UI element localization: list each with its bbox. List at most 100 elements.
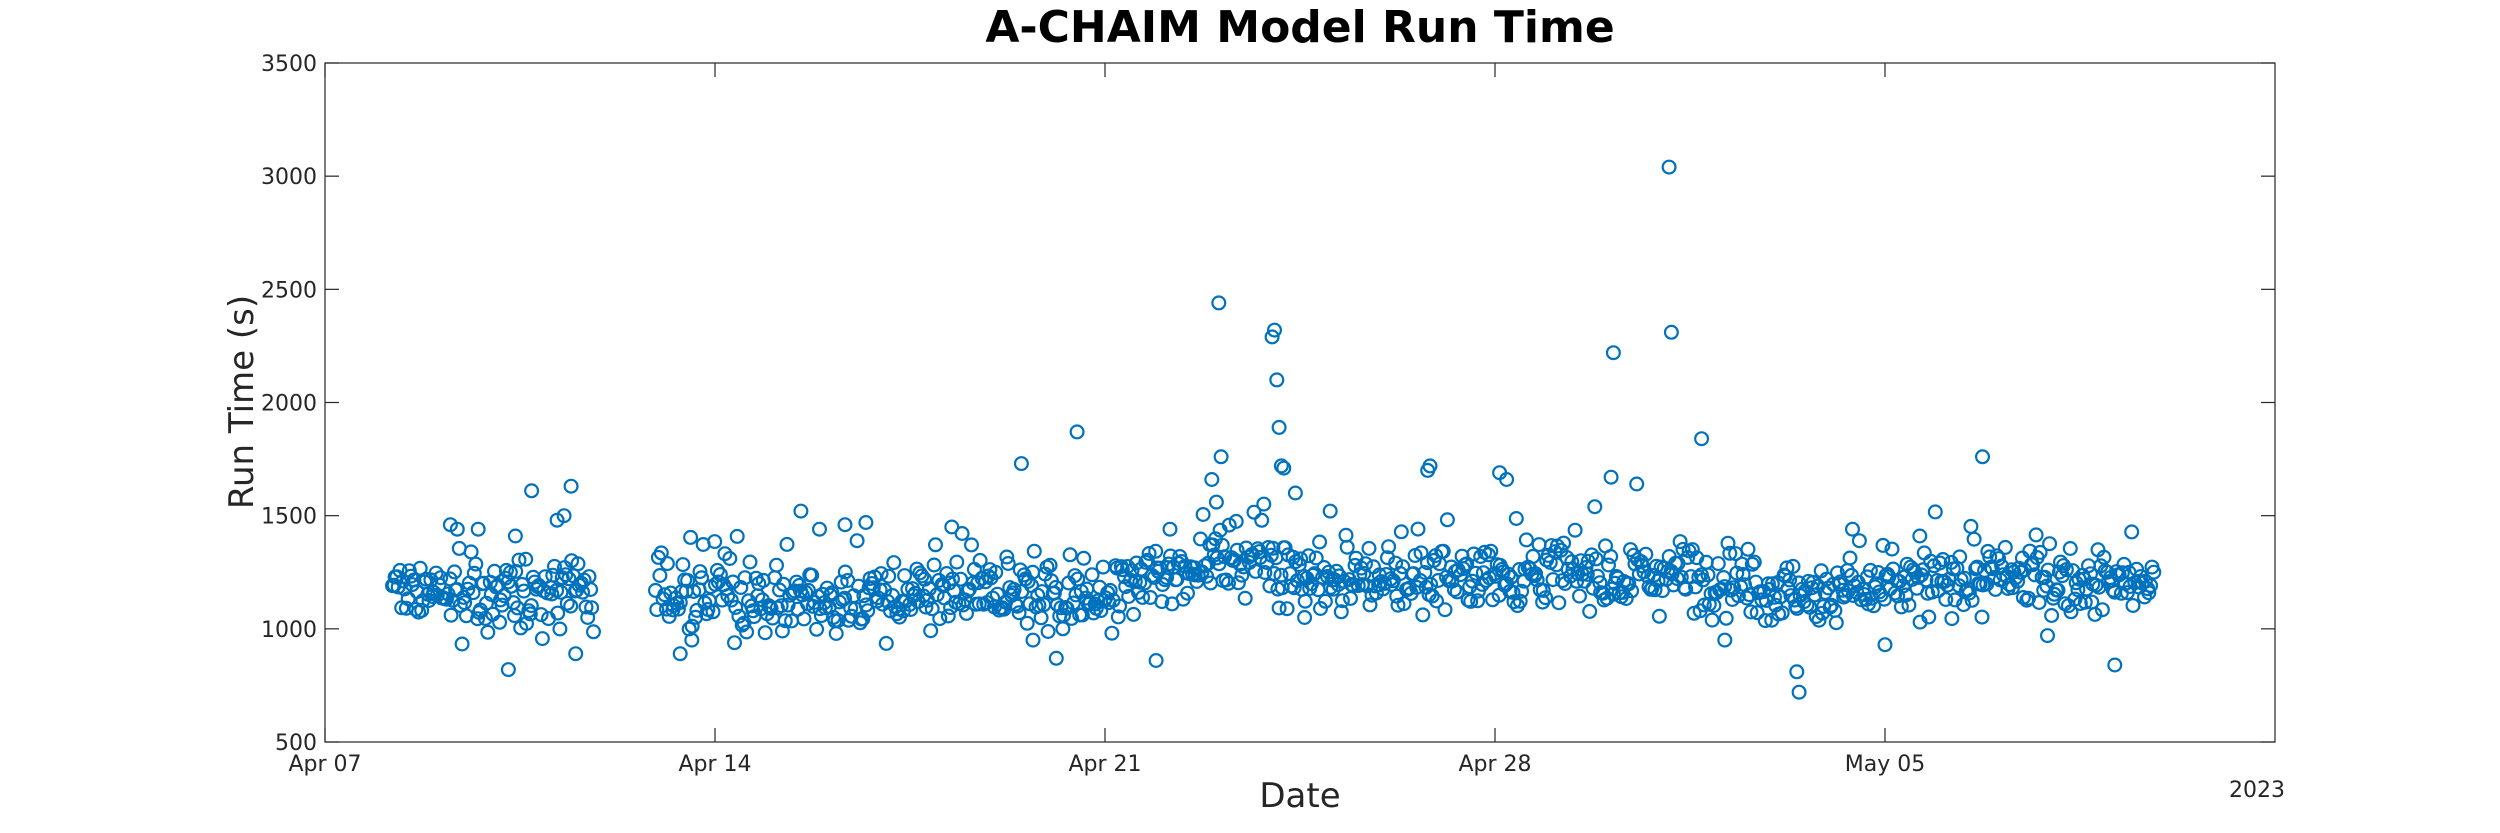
data-point [1339,539,1355,555]
data-point [1661,159,1677,175]
data-point [1148,652,1164,668]
data-point [694,570,710,586]
data-point [1093,603,1109,619]
data-point [1997,539,2013,555]
data-point [1582,603,1598,619]
data-point [1716,569,1732,585]
data-point [2114,565,2130,581]
data-point [507,528,523,544]
data-point [1621,576,1637,592]
data-point [583,581,599,597]
data-point [1361,540,1377,556]
data-point [449,521,465,537]
data-point [1991,551,2007,567]
data-point [1195,507,1211,523]
data-point [763,600,779,616]
data-point [1417,564,1433,580]
data-point [2032,544,2048,560]
data-point [443,607,459,623]
data-point [1735,566,1751,582]
data-point [672,646,688,662]
data-point [1743,604,1759,620]
data-point [837,517,853,533]
data-point [585,624,601,640]
data-point [1273,458,1289,474]
data-point [944,519,960,535]
data-point [1571,588,1587,604]
data-point [522,606,538,622]
data-point [793,503,809,519]
data-point [578,599,594,615]
data-point [999,549,1015,565]
data-point [1680,549,1696,565]
data-point [809,621,825,637]
data-point [1647,582,1663,598]
data-point [400,591,416,607]
data-point [897,568,913,584]
data-point [1651,608,1667,624]
data-point [1605,586,1621,602]
data-point [1514,583,1530,599]
data-point [559,595,575,611]
data-point [1033,610,1049,626]
data-point [1277,540,1293,556]
data-point [971,596,987,612]
data-point [970,575,986,591]
data-point [1589,568,1605,584]
data-point [1312,534,1328,550]
data-point [1000,555,1016,571]
data-point [1301,548,1317,564]
data-point [1410,521,1426,537]
data-point [1230,575,1246,591]
data-point [1466,546,1482,562]
data-point [1439,512,1455,528]
data-point [1305,567,1321,583]
data-point [1499,472,1515,488]
data-point [1084,567,1100,583]
data-point [468,556,484,572]
data-point [1760,576,1776,592]
data-point [1248,563,1264,579]
data-point [1293,551,1309,567]
data-point [1234,567,1250,583]
data-point [1538,590,1554,606]
data-point [1847,578,1863,594]
data-point [2094,602,2110,618]
data-point [1968,561,1984,577]
data-point [1663,324,1679,340]
data-point [914,568,930,584]
data-point [2039,628,2055,644]
data-point [1901,597,1917,613]
data-point [872,582,888,598]
data-point [1148,543,1164,559]
data-point [1961,585,1977,601]
data-point [1739,590,1755,606]
data-point [524,483,540,499]
data-point [1463,593,1479,609]
data-point [1851,533,1867,549]
data-point [1266,322,1282,338]
data-point [500,662,516,678]
data-point [1744,556,1760,572]
data-point [1110,609,1126,625]
data-point [1554,573,1570,589]
data-point [2146,564,2162,580]
data-point [1722,545,1738,561]
data-point [2062,540,2078,556]
data-point [886,555,902,571]
data-point [907,585,923,601]
data-point [1197,558,1213,574]
data-point [1325,581,1341,597]
data-point [2044,607,2060,623]
data-point [1862,562,1878,578]
data-point [554,570,570,586]
data-point [878,635,894,651]
data-point [1503,569,1519,585]
data-point [849,533,865,549]
data-point [518,551,534,567]
data-point [1678,581,1694,597]
data-point [1807,587,1823,603]
data-point [1362,597,1378,613]
data-point [466,565,482,581]
data-point [647,582,663,598]
